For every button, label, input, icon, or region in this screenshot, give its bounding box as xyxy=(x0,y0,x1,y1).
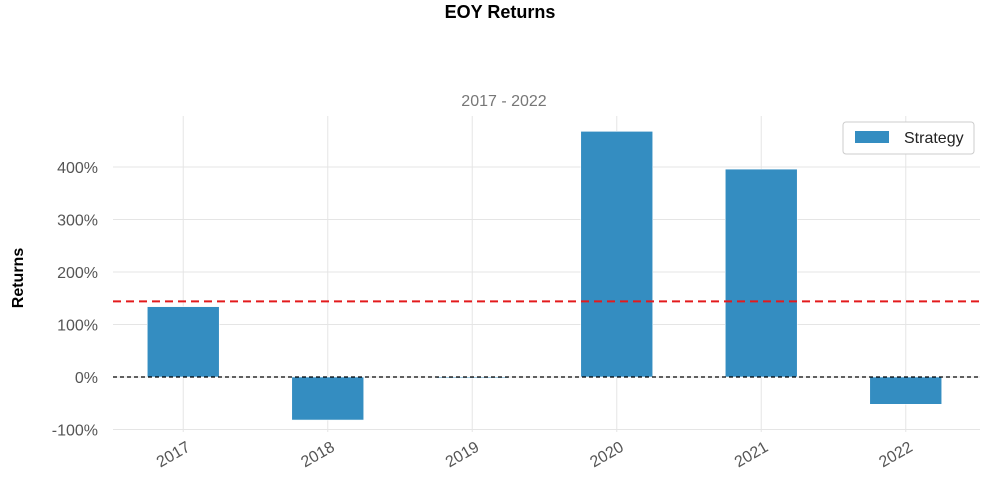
legend-box xyxy=(842,121,975,155)
y-axis-label: Returns xyxy=(10,248,27,309)
bar-2021 xyxy=(724,168,798,378)
x-tick-label: 2017 xyxy=(154,439,193,472)
x-axis-ticks: 2017 2018 2019 2020 2021 2022 xyxy=(154,439,916,472)
legend-label-strategy: Strategy xyxy=(904,130,964,147)
reference-lines xyxy=(113,300,980,378)
grid xyxy=(113,116,980,432)
y-axis-ticks: -100% 0% 100% 200% 300% 400% xyxy=(52,160,98,440)
x-tick-label: 2020 xyxy=(587,439,626,472)
y-tick-label: 300% xyxy=(57,213,98,230)
x-tick-label: 2018 xyxy=(298,439,337,472)
chart-subtitle: 2017 - 2022 xyxy=(461,93,547,110)
y-tick-label: 100% xyxy=(57,318,98,335)
bars xyxy=(146,131,943,421)
bar-2020 xyxy=(580,131,654,378)
y-tick-label: 400% xyxy=(57,160,98,177)
legend-swatch xyxy=(855,131,889,143)
y-tick-label: 0% xyxy=(75,370,98,387)
bar-2017 xyxy=(146,306,220,378)
x-tick-label: 2021 xyxy=(732,439,771,472)
legend: Strategy xyxy=(842,121,975,155)
chart-title: EOY Returns xyxy=(444,2,556,22)
bar-2022 xyxy=(869,376,943,405)
y-tick-label: -100% xyxy=(52,423,98,440)
x-tick-label: 2019 xyxy=(443,439,482,472)
y-tick-label: 200% xyxy=(57,265,98,282)
bar-2018 xyxy=(291,376,365,421)
x-tick-label: 2022 xyxy=(876,439,915,472)
